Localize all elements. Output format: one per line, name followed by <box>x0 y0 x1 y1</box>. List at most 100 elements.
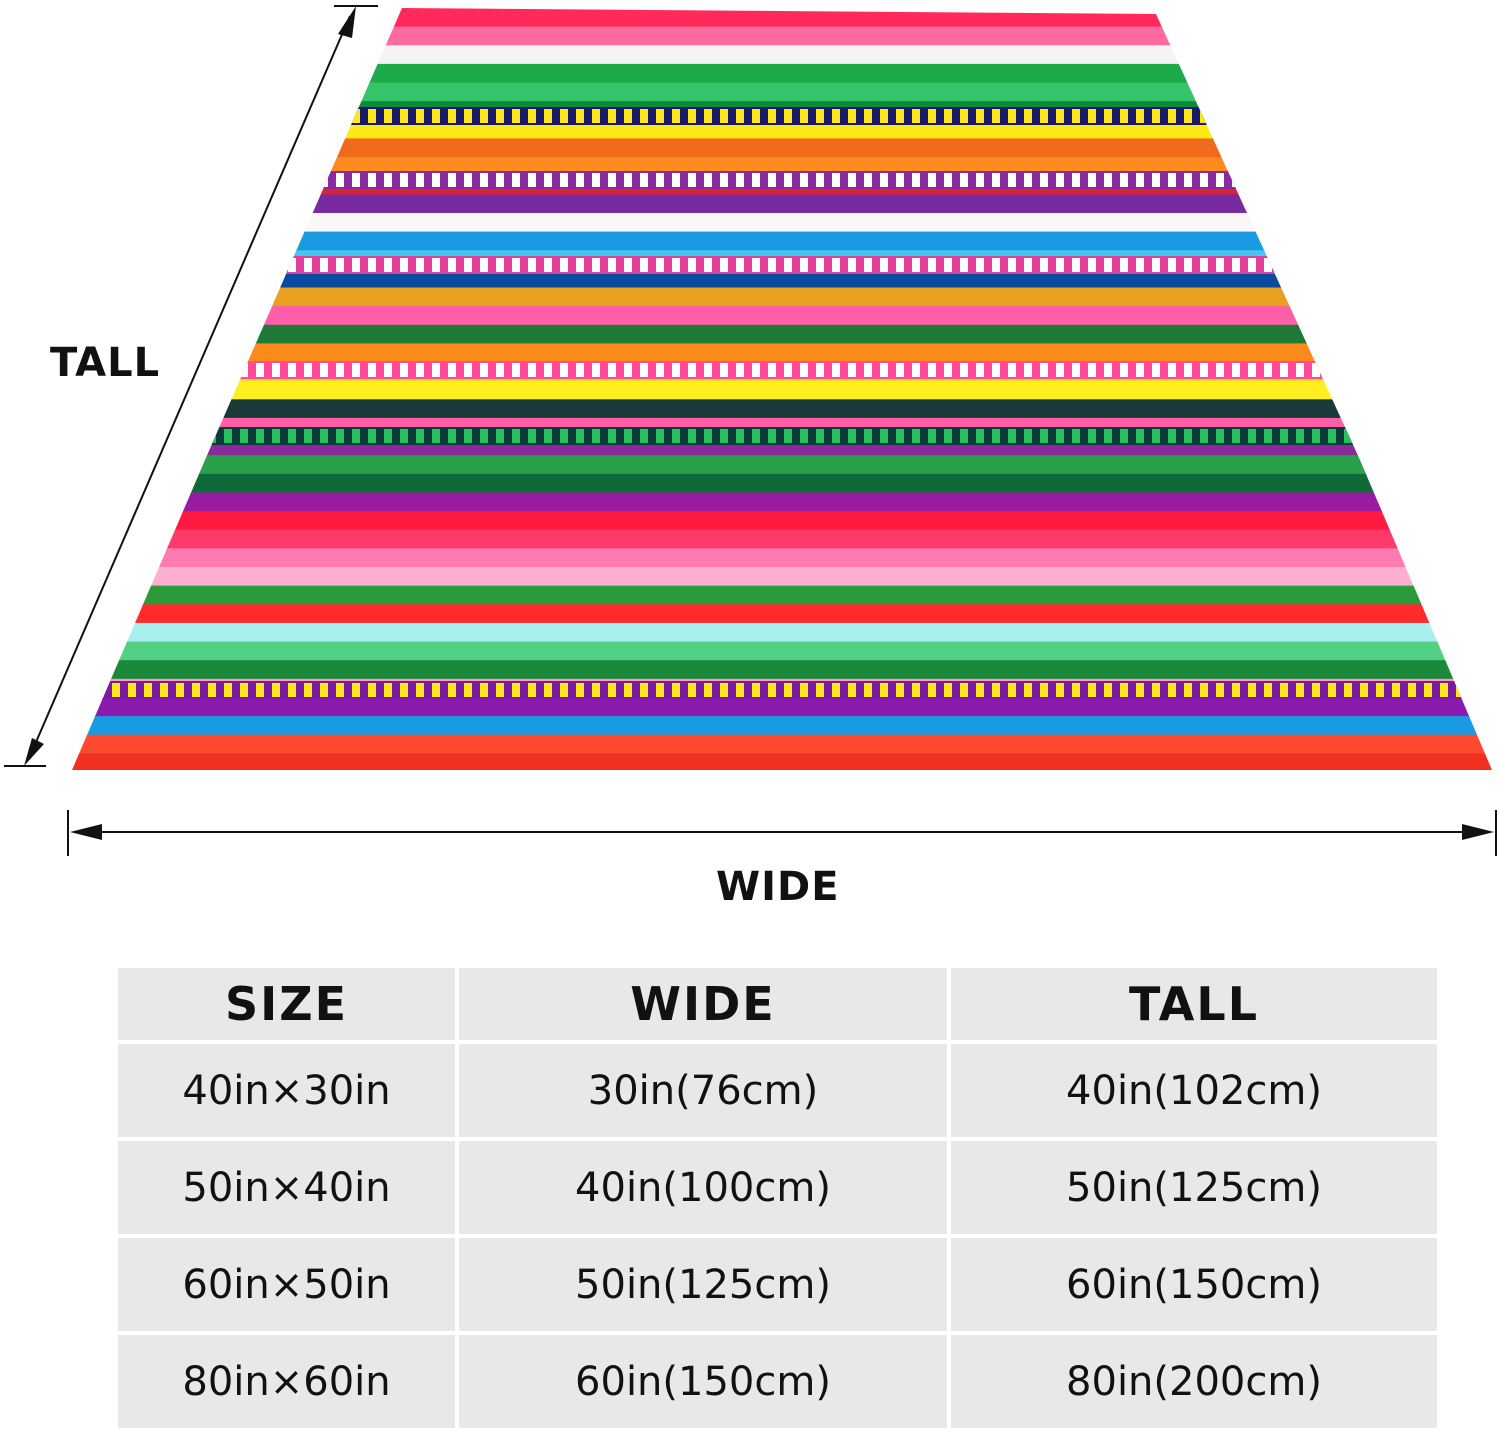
blanket-pattern-tick <box>1264 258 1272 272</box>
blanket-pattern-tick <box>800 363 808 377</box>
blanket-pattern-tick <box>1200 109 1208 123</box>
blanket-pattern-tick <box>1088 363 1096 377</box>
blanket-pattern-tick <box>176 363 184 377</box>
blanket-pattern-tick <box>368 363 376 377</box>
blanket-pattern-tick <box>896 683 904 697</box>
blanket-pattern-tick <box>1168 109 1176 123</box>
table-row: 60in×50in 50in(125cm) 60in(150cm) <box>118 1238 1437 1331</box>
blanket-pattern-tick <box>992 258 1000 272</box>
blanket-pattern-tick <box>272 363 280 377</box>
blanket-pattern-tick <box>656 258 664 272</box>
blanket-pattern-tick <box>912 258 920 272</box>
blanket-pattern-tick <box>1040 683 1048 697</box>
blanket-pattern-tick <box>304 258 312 272</box>
blanket-pattern-tick <box>80 429 88 443</box>
blanket-pattern-tick <box>1328 363 1336 377</box>
blanket-pattern-tick <box>1248 429 1256 443</box>
blanket-pattern-tick <box>480 258 488 272</box>
blanket-pattern-tick <box>608 363 616 377</box>
blanket-pattern-tick <box>1280 683 1288 697</box>
blanket-pattern-tick <box>1152 683 1160 697</box>
blanket-pattern-tick <box>464 363 472 377</box>
blanket-pattern-tick <box>128 258 136 272</box>
blanket-pattern-tick <box>80 683 88 697</box>
blanket-pattern-tick <box>1232 173 1240 187</box>
blanket-stripe <box>72 641 1492 661</box>
blanket-pattern-tick <box>224 363 232 377</box>
blanket-pattern-tick <box>992 109 1000 123</box>
blanket-pattern-tick <box>544 363 552 377</box>
blanket-pattern-tick <box>544 258 552 272</box>
blanket-pattern-tick <box>880 683 888 697</box>
blanket-pattern-tick <box>768 258 776 272</box>
blanket-pattern-tick <box>992 429 1000 443</box>
blanket-pattern-tick <box>64 173 72 187</box>
blanket-pattern-tick <box>512 429 520 443</box>
tall-dimension-arrow <box>4 5 378 767</box>
blanket-pattern-tick <box>672 258 680 272</box>
blanket-pattern-tick <box>288 109 296 123</box>
blanket-pattern-tick <box>1248 173 1256 187</box>
blanket-pattern-tick <box>1472 363 1480 377</box>
blanket-pattern-tick <box>1072 109 1080 123</box>
blanket-pattern-tick <box>432 683 440 697</box>
blanket-pattern-tick <box>832 429 840 443</box>
blanket-pattern-tick <box>1216 683 1224 697</box>
blanket-pattern-tick <box>1488 363 1492 377</box>
blanket-pattern-tick <box>80 109 88 123</box>
blanket-pattern-tick <box>272 109 280 123</box>
blanket-pattern-tick <box>1088 258 1096 272</box>
blanket-pattern-tick <box>1232 258 1240 272</box>
blanket-pattern-tick <box>1280 109 1288 123</box>
blanket-pattern-tick <box>784 363 792 377</box>
blanket-pattern-tick <box>784 429 792 443</box>
blanket-pattern-tick <box>1328 258 1336 272</box>
blanket-pattern-tick <box>688 258 696 272</box>
blanket-stripe <box>72 548 1492 568</box>
blanket-pattern-tick <box>96 258 104 272</box>
cell-tall: 60in(150cm) <box>951 1238 1437 1331</box>
blanket-pattern-tick <box>736 683 744 697</box>
blanket-pattern-tick <box>880 173 888 187</box>
blanket-pattern-tick <box>432 109 440 123</box>
blanket-stripe <box>72 660 1492 680</box>
blanket-pattern-tick <box>528 109 536 123</box>
blanket-pattern-tick <box>1152 258 1160 272</box>
blanket-pattern-tick <box>832 173 840 187</box>
size-table: SIZE WIDE TALL 40in×30in 30in(76cm) 40in… <box>114 964 1441 1432</box>
blanket-pattern-tick <box>1376 173 1384 187</box>
blanket-pattern-tick <box>240 109 248 123</box>
cell-size: 60in×50in <box>118 1238 455 1331</box>
blanket-pattern-tick <box>256 258 264 272</box>
blanket-pattern-tick <box>384 363 392 377</box>
blanket-pattern-tick <box>704 173 712 187</box>
blanket-stripe <box>72 194 1492 214</box>
blanket-pattern-tick <box>1472 109 1480 123</box>
blanket-pattern-tick <box>1056 429 1064 443</box>
blanket-pattern-tick <box>1200 363 1208 377</box>
blanket-pattern-tick <box>1456 109 1464 123</box>
table-header-row: SIZE WIDE TALL <box>118 968 1437 1040</box>
blanket-pattern-tick <box>1344 109 1352 123</box>
blanket-pattern-tick <box>320 258 328 272</box>
blanket-pattern-tick <box>64 429 72 443</box>
blanket-pattern-tick <box>816 173 824 187</box>
blanket-pattern-tick <box>1264 173 1272 187</box>
blanket-pattern-band <box>72 256 1492 274</box>
blanket-pattern-tick <box>336 258 344 272</box>
blanket-pattern-tick <box>80 258 88 272</box>
blanket-pattern-tick <box>240 363 248 377</box>
blanket-pattern-tick <box>128 683 136 697</box>
blanket-pattern-tick <box>64 109 72 123</box>
blanket-pattern-tick <box>1392 429 1400 443</box>
blanket-pattern-tick <box>144 683 152 697</box>
blanket-pattern-tick <box>736 429 744 443</box>
cell-size: 80in×60in <box>118 1335 455 1428</box>
blanket-pattern-tick <box>1152 429 1160 443</box>
blanket-pattern-tick <box>1216 173 1224 187</box>
blanket-pattern-tick <box>576 429 584 443</box>
blanket-pattern-tick <box>736 173 744 187</box>
blanket-pattern-tick <box>400 258 408 272</box>
blanket-pattern-tick <box>1440 109 1448 123</box>
blanket-pattern-tick <box>1168 258 1176 272</box>
